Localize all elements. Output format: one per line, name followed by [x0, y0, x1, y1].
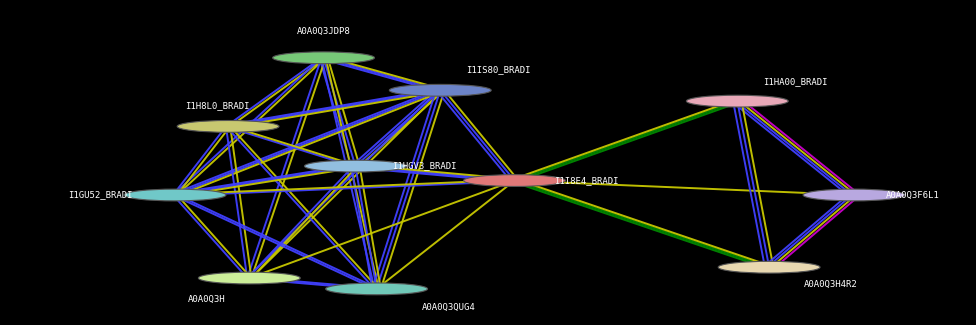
Text: I1IS80_BRADI: I1IS80_BRADI [467, 65, 531, 74]
Ellipse shape [389, 84, 491, 96]
Text: A0A0Q3H: A0A0Q3H [188, 294, 225, 304]
Text: I1HGV3_BRADI: I1HGV3_BRADI [392, 162, 457, 171]
Text: A0A0Q3F6L1: A0A0Q3F6L1 [885, 190, 939, 200]
Text: I1HA00_BRADI: I1HA00_BRADI [763, 77, 828, 86]
Text: A0A0Q3JDP8: A0A0Q3JDP8 [297, 27, 350, 36]
Ellipse shape [803, 189, 905, 201]
Text: A0A0Q3QUG4: A0A0Q3QUG4 [422, 303, 475, 312]
Ellipse shape [178, 121, 279, 132]
Ellipse shape [686, 95, 789, 107]
Ellipse shape [124, 189, 226, 201]
Ellipse shape [718, 261, 820, 273]
Ellipse shape [272, 52, 375, 64]
Text: I1H8L0_BRADI: I1H8L0_BRADI [185, 101, 250, 110]
Text: I1GU52_BRADI: I1GU52_BRADI [68, 190, 133, 200]
Text: I1I8E4_BRADI: I1I8E4_BRADI [554, 176, 619, 185]
Ellipse shape [198, 272, 301, 284]
Ellipse shape [305, 160, 406, 172]
Ellipse shape [326, 283, 427, 295]
Ellipse shape [464, 175, 565, 187]
Text: A0A0Q3H4R2: A0A0Q3H4R2 [804, 280, 858, 289]
